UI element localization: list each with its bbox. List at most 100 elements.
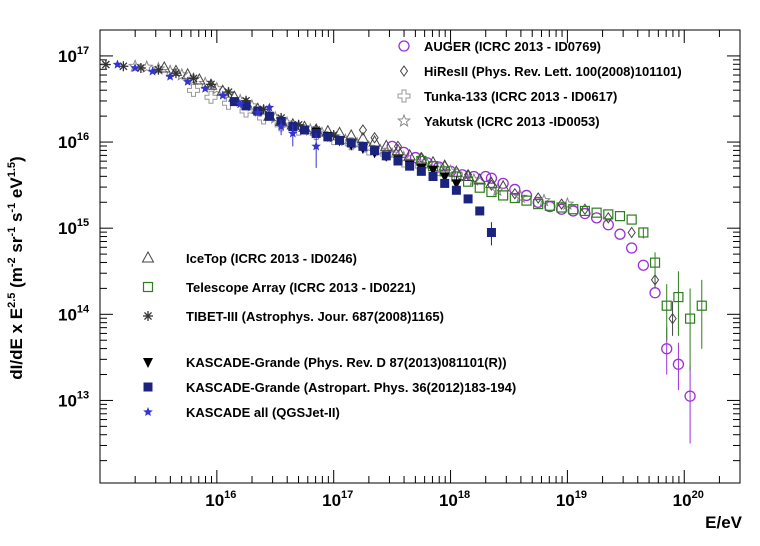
kascade-all-marker — [112, 59, 123, 69]
telescope-array-marker — [626, 214, 637, 225]
y-tick-label-base: 10 — [58, 391, 77, 410]
kascade-grande-app-marker — [416, 166, 426, 176]
telescope-array-marker — [533, 198, 544, 210]
kascade-grande-app-marker — [358, 141, 368, 151]
icetop-marker — [473, 172, 487, 185]
y-tick-label-base: 10 — [58, 305, 77, 324]
yakutsk-marker — [513, 189, 528, 204]
auger-marker — [520, 189, 533, 202]
hires-marker — [534, 192, 543, 204]
kascade-grande-app-marker — [393, 156, 403, 166]
telescope-array-marker — [544, 200, 555, 211]
kascade-grande-app-marker — [143, 382, 153, 392]
icetop-marker — [414, 152, 428, 164]
tibet-marker — [135, 62, 146, 73]
auger-marker — [626, 242, 638, 254]
y-tick-label-base: 10 — [58, 47, 77, 66]
telescope-array-marker — [486, 186, 497, 198]
auger-marker — [590, 212, 603, 224]
kascade-grande-app-marker — [405, 161, 415, 171]
telescope-array-marker — [603, 209, 614, 220]
auger-marker — [672, 358, 685, 370]
tunka-marker — [204, 90, 218, 104]
telescope-array-marker — [614, 211, 626, 222]
hires-marker — [627, 226, 636, 239]
y-axis-title-part: sr — [7, 236, 26, 257]
telescope-array-marker — [556, 202, 567, 213]
kascade-all-marker — [311, 141, 321, 151]
kascade-grande-prd-marker — [428, 165, 439, 176]
x-tick-label-exponent: 17 — [341, 489, 353, 501]
hires-marker — [487, 179, 496, 191]
icetop-marker — [192, 73, 206, 85]
plot-frame — [99, 29, 741, 484]
telescope-array-marker — [696, 300, 707, 311]
y-tick-label: 1015 — [58, 217, 89, 238]
x-tick-label: 1020 — [673, 489, 704, 510]
kascade-grande-app-marker — [475, 206, 485, 216]
auger-marker — [614, 228, 626, 240]
y-tick-label: 1014 — [58, 303, 90, 324]
y-tick-label-exponent: 13 — [77, 389, 89, 401]
legend: AUGER (ICRC 2013 - ID0769) HiResII (Phys.… — [141, 39, 682, 420]
tibet-marker-stroke — [154, 65, 163, 74]
x-tick-label-exponent: 18 — [458, 489, 470, 501]
auger-marker — [684, 390, 696, 402]
y-tick-label-exponent: 17 — [77, 45, 89, 57]
kascade-grande-app-marker — [264, 111, 274, 121]
telescope-array-marker — [142, 281, 154, 293]
icetop-marker — [403, 148, 416, 161]
kascade-grande-app-marker — [428, 172, 438, 182]
auger-marker — [661, 343, 673, 355]
telescope-array-marker — [474, 182, 485, 193]
x-tick-label-base: 10 — [439, 491, 458, 510]
kascade-all-marker — [288, 128, 298, 138]
y-axis-title-sup: -1 — [6, 203, 18, 213]
x-tick-label-base: 10 — [556, 491, 575, 510]
auger-marker — [398, 40, 410, 52]
kascade-grande-app-marker — [229, 97, 239, 107]
legend-label: KASCADE all (QGSJet-II) — [186, 405, 340, 420]
kascade-grande-prd-marker — [451, 179, 462, 190]
legend-label: TIBET-III (Astrophys. Jour. 687(2008)116… — [186, 309, 444, 324]
kascade-all-marker — [264, 102, 275, 112]
telescope-array-marker — [498, 190, 509, 201]
hires-marker — [370, 131, 379, 144]
kascade-all-marker — [143, 407, 153, 416]
kascade-all-marker — [276, 121, 286, 131]
y-axis-title: dI/dE x E2.5 (m-2 sr-1 s-1 eV1.5) — [6, 156, 26, 379]
x-tick-label: 1018 — [439, 489, 470, 510]
x-axis-title: E/eV — [705, 513, 743, 532]
y-tick-label: 1016 — [58, 131, 89, 152]
kascade-grande-app-marker — [335, 135, 345, 145]
telescope-array-marker — [591, 207, 602, 218]
legend-label: KASCADE-Grande (Astropart. Phys. 36(2012… — [186, 380, 516, 395]
legend-label: Tunka-133 (ICRC 2013 - ID0617) — [424, 89, 617, 104]
y-axis-title-part: eV — [7, 177, 26, 203]
y-tick-label-base: 10 — [58, 219, 77, 238]
kascade-all-marker — [130, 63, 140, 72]
yakutsk-marker — [397, 113, 411, 128]
icetop-marker — [461, 169, 475, 182]
y-tick-label-base: 10 — [58, 133, 77, 152]
yakutsk-marker — [139, 59, 154, 74]
kascade-grande-prd-marker — [143, 358, 153, 368]
y-axis-title-sup: 2.5 — [6, 293, 18, 308]
auger-marker — [602, 219, 614, 231]
y-tick-label-exponent: 14 — [77, 303, 90, 315]
telescope-array-marker — [579, 205, 591, 217]
kascade-all-marker — [235, 99, 245, 109]
hires-marker — [510, 187, 519, 200]
series-group — [112, 59, 321, 168]
tibet-marker — [206, 79, 217, 90]
kascade-grande-app-marker — [463, 194, 473, 204]
y-tick-label: 1017 — [58, 45, 89, 66]
kascade-all-marker — [217, 90, 228, 100]
hires-marker — [393, 140, 403, 153]
telescope-array-marker — [509, 192, 520, 204]
tibet-marker — [143, 311, 153, 321]
yakutsk-marker — [490, 182, 505, 197]
y-tick-label: 1013 — [58, 389, 89, 410]
auger-marker — [509, 183, 521, 196]
